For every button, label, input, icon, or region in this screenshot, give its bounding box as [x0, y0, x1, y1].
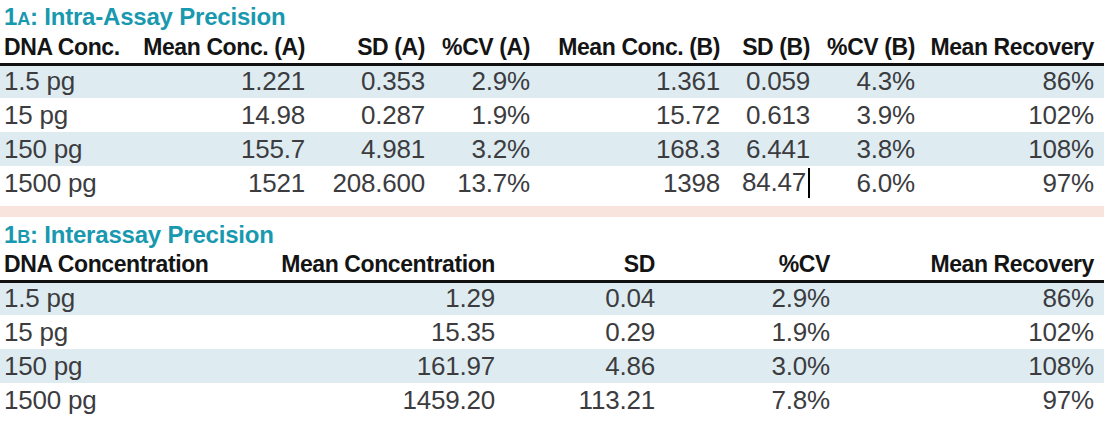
table-b-title-text: : Interassay Precision	[30, 221, 274, 248]
cell-mean-recovery[interactable]: 86%	[840, 281, 1104, 315]
table-intra-assay: DNA Conc. Mean Conc. (A) SD (A) %CV (A) …	[0, 33, 1104, 200]
header-mean-concentration: Mean Concentration	[220, 250, 505, 281]
cell-mean-recovery[interactable]: 97%	[840, 383, 1104, 417]
cell-cv-b[interactable]: 3.8%	[820, 132, 925, 166]
cell-sd[interactable]: 0.29	[505, 315, 665, 349]
cell-dna-conc[interactable]: 1.5 pg	[0, 64, 135, 98]
table-a-title: 1A: Intra-Assay Precision	[0, 0, 1104, 33]
header-sd-a: SD (A)	[315, 33, 435, 64]
cell-dna-concentration[interactable]: 15 pg	[0, 315, 220, 349]
cell-mean-concentration[interactable]: 15.35	[220, 315, 505, 349]
cell-cv[interactable]: 7.8%	[665, 383, 840, 417]
table-b-header-row: DNA Concentration Mean Concentration SD …	[0, 250, 1104, 281]
cell-dna-concentration[interactable]: 150 pg	[0, 349, 220, 383]
cell-dna-conc[interactable]: 15 pg	[0, 98, 135, 132]
header-cv-b: %CV (B)	[820, 33, 925, 64]
cell-mean-conc-a[interactable]: 1.221	[135, 64, 315, 98]
cell-mean-concentration[interactable]: 1.29	[220, 281, 505, 315]
header-sd-b: SD (B)	[730, 33, 820, 64]
table-a-title-letter: A	[17, 9, 30, 29]
cell-mean-conc-b[interactable]: 1398	[540, 166, 730, 200]
cell-mean-concentration[interactable]: 1459.20	[220, 383, 505, 417]
table-interassay: DNA Concentration Mean Concentration SD …	[0, 250, 1104, 417]
header-dna-conc: DNA Conc.	[0, 33, 135, 64]
table-b-title-number: 1	[4, 221, 17, 248]
cell-sd-a[interactable]: 4.981	[315, 132, 435, 166]
cell-sd[interactable]: 113.21	[505, 383, 665, 417]
table-b-title: 1B: Interassay Precision	[0, 220, 1104, 250]
cell-sd-b-editing[interactable]: 84.47	[730, 166, 820, 200]
header-mean-recovery: Mean Recovery	[840, 250, 1104, 281]
cell-cv-b[interactable]: 6.0%	[820, 166, 925, 200]
section-interassay: 1B: Interassay Precision DNA Concentrati…	[0, 220, 1104, 417]
cell-cv-a[interactable]: 1.9%	[435, 98, 540, 132]
cell-mean-conc-a[interactable]: 14.98	[135, 98, 315, 132]
cell-sd-a[interactable]: 0.353	[315, 64, 435, 98]
header-cv-a: %CV (A)	[435, 33, 540, 64]
separator-band	[0, 206, 1104, 217]
cell-sd-a[interactable]: 208.600	[315, 166, 435, 200]
table-a-title-number: 1	[4, 3, 17, 30]
cell-mean-recovery[interactable]: 108%	[925, 132, 1104, 166]
header-cv: %CV	[665, 250, 840, 281]
cell-sd-a[interactable]: 0.287	[315, 98, 435, 132]
cell-cv[interactable]: 2.9%	[665, 281, 840, 315]
cell-mean-conc-b[interactable]: 15.72	[540, 98, 730, 132]
header-mean-conc-b: Mean Conc. (B)	[540, 33, 730, 64]
section-intra-assay: 1A: Intra-Assay Precision DNA Conc. Mean…	[0, 0, 1104, 200]
cell-sd[interactable]: 0.04	[505, 281, 665, 315]
table-a-header-row: DNA Conc. Mean Conc. (A) SD (A) %CV (A) …	[0, 33, 1104, 64]
cell-dna-conc[interactable]: 150 pg	[0, 132, 135, 166]
cell-cv-a[interactable]: 13.7%	[435, 166, 540, 200]
cell-mean-conc-a[interactable]: 155.7	[135, 132, 315, 166]
table-row: 1500 pg 1521 208.600 13.7% 1398 84.47 6.…	[0, 166, 1104, 200]
cell-cv[interactable]: 1.9%	[665, 315, 840, 349]
cell-cv-a[interactable]: 2.9%	[435, 64, 540, 98]
cell-dna-concentration[interactable]: 1500 pg	[0, 383, 220, 417]
precision-tables-page: 1A: Intra-Assay Precision DNA Conc. Mean…	[0, 0, 1104, 417]
cell-mean-conc-b[interactable]: 168.3	[540, 132, 730, 166]
cell-cv[interactable]: 3.0%	[665, 349, 840, 383]
cell-mean-recovery[interactable]: 97%	[925, 166, 1104, 200]
cell-mean-concentration[interactable]: 161.97	[220, 349, 505, 383]
cell-mean-recovery[interactable]: 86%	[925, 64, 1104, 98]
header-sd: SD	[505, 250, 665, 281]
table-row: 1.5 pg 1.221 0.353 2.9% 1.361 0.059 4.3%…	[0, 64, 1104, 98]
cell-mean-recovery[interactable]: 102%	[840, 315, 1104, 349]
cell-mean-conc-a[interactable]: 1521	[135, 166, 315, 200]
cell-mean-recovery[interactable]: 102%	[925, 98, 1104, 132]
table-b-title-letter: B	[17, 227, 30, 247]
cell-sd-b-value: 84.47	[742, 167, 806, 197]
cell-cv-b[interactable]: 3.9%	[820, 98, 925, 132]
cell-cv-a[interactable]: 3.2%	[435, 132, 540, 166]
text-cursor	[808, 168, 810, 198]
table-row: 15 pg 15.35 0.29 1.9% 102%	[0, 315, 1104, 349]
cell-sd-b[interactable]: 6.441	[730, 132, 820, 166]
cell-mean-recovery[interactable]: 108%	[840, 349, 1104, 383]
table-row: 150 pg 155.7 4.981 3.2% 168.3 6.441 3.8%…	[0, 132, 1104, 166]
cell-sd-b[interactable]: 0.059	[730, 64, 820, 98]
header-dna-concentration: DNA Concentration	[0, 250, 220, 281]
header-mean-recovery: Mean Recovery	[925, 33, 1104, 64]
table-row: 1.5 pg 1.29 0.04 2.9% 86%	[0, 281, 1104, 315]
table-row: 1500 pg 1459.20 113.21 7.8% 97%	[0, 383, 1104, 417]
table-row: 150 pg 161.97 4.86 3.0% 108%	[0, 349, 1104, 383]
cell-dna-concentration[interactable]: 1.5 pg	[0, 281, 220, 315]
cell-dna-conc[interactable]: 1500 pg	[0, 166, 135, 200]
cell-mean-conc-b[interactable]: 1.361	[540, 64, 730, 98]
header-mean-conc-a: Mean Conc. (A)	[135, 33, 315, 64]
table-row: 15 pg 14.98 0.287 1.9% 15.72 0.613 3.9% …	[0, 98, 1104, 132]
cell-sd-b[interactable]: 0.613	[730, 98, 820, 132]
table-a-title-text: : Intra-Assay Precision	[30, 3, 286, 30]
cell-cv-b[interactable]: 4.3%	[820, 64, 925, 98]
cell-sd[interactable]: 4.86	[505, 349, 665, 383]
